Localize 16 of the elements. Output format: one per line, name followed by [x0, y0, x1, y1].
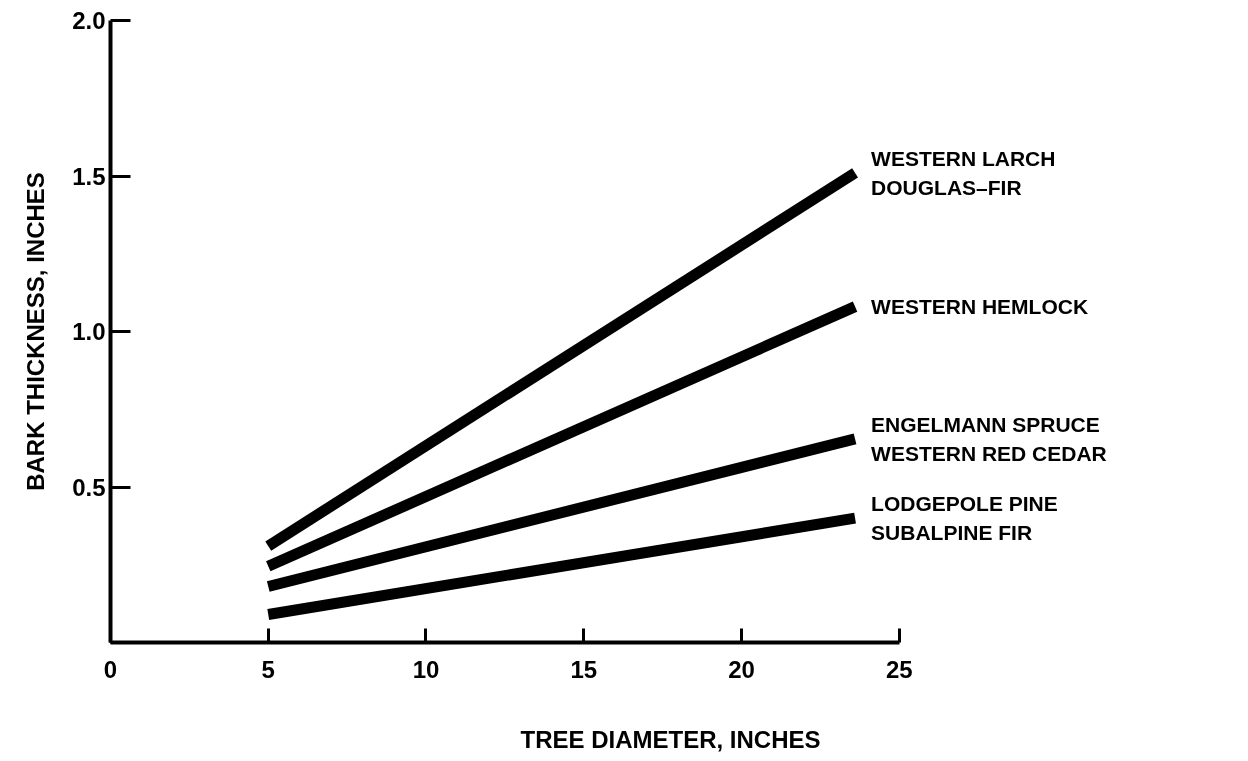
y-tick-label: 2.0: [72, 7, 106, 34]
x-tick-label: 5: [261, 655, 275, 683]
x-tick-label: 10: [412, 655, 440, 683]
series-label: ENGELMANN SPRUCE WESTERN RED CEDAR: [871, 412, 1107, 465]
y-tick-label: 0.5: [72, 473, 106, 501]
x-tick-label: 15: [570, 655, 598, 683]
y-tick-label: 1.0: [72, 318, 106, 345]
series-label: WESTERN HEMLOCK: [871, 295, 1089, 319]
y-tick-label: 1.5: [72, 162, 106, 190]
series-label: LODGEPOLE PINE SUBALPINE FIR: [871, 492, 1058, 544]
x-tick-label: 25: [885, 655, 913, 683]
x-tick-label: 20: [728, 655, 755, 683]
y-axis-title: BARK THICKNESS, INCHES: [22, 172, 50, 491]
x-axis-title: TREE DIAMETER, INCHES: [520, 725, 821, 753]
series-label: WESTERN LARCH DOUGLAS–FIR: [871, 147, 1056, 199]
x-tick-label: 0: [103, 655, 118, 683]
